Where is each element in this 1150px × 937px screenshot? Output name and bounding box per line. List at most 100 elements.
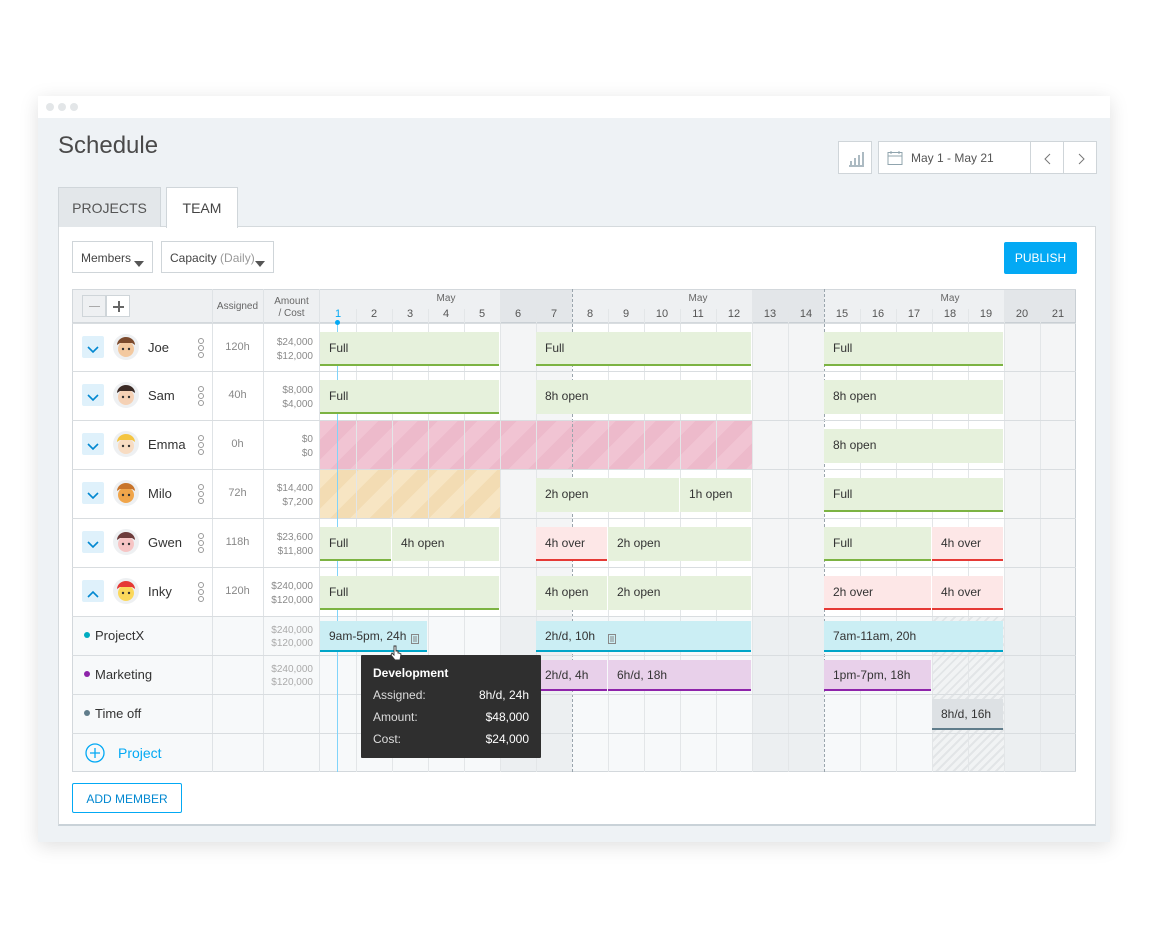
chevron-glyph (87, 346, 99, 354)
allocation-bar[interactable]: 2h open (608, 576, 751, 610)
bar-label: Full (833, 536, 853, 550)
kebab-dot (198, 449, 204, 455)
allocation-bar[interactable]: 7am-11am, 20h (824, 621, 1003, 652)
kebab-dot (198, 540, 204, 546)
allocation-bar[interactable]: 6h/d, 18h (608, 660, 751, 691)
column-header: / Cost (278, 308, 305, 319)
chart-button[interactable] (838, 141, 872, 174)
allocation-bar[interactable]: 9am-5pm, 24h (320, 621, 427, 652)
day-label: 16 (871, 308, 885, 320)
allocation-bar[interactable]: 2h/d, 4h (536, 660, 607, 691)
day-label: 12 (727, 308, 741, 320)
allocation-bar[interactable]: 8h open (824, 380, 1003, 414)
kebab-dot (198, 547, 204, 553)
day-line (752, 309, 753, 772)
tab[interactable]: PROJECTS (58, 187, 161, 227)
kebab-dot (198, 589, 204, 595)
project-name[interactable]: ProjectX (95, 628, 145, 643)
amount: $240,000 (271, 625, 313, 636)
kebab-dot (198, 498, 204, 504)
avatar (112, 479, 140, 512)
cost: $120,000 (271, 595, 313, 606)
next-button[interactable] (1063, 141, 1097, 174)
allocation-bar[interactable]: 2h over (824, 576, 931, 610)
expand-toggle[interactable] (82, 384, 104, 406)
avatar (112, 430, 140, 463)
member-name[interactable]: Gwen (148, 535, 182, 550)
prev-button[interactable] (1030, 141, 1064, 174)
member-name[interactable]: Joe (148, 340, 169, 355)
expand-toggle[interactable] (82, 531, 104, 553)
allocation-bar[interactable]: 2h open (608, 527, 751, 561)
allocation-bar[interactable]: 2h open (536, 478, 679, 512)
capacity-dropdown[interactable]: Capacity (Daily) (161, 241, 274, 273)
kebab-dot (198, 491, 204, 497)
date-range[interactable]: May 1 - May 21 (878, 141, 1031, 174)
member-name[interactable]: Emma (148, 437, 186, 452)
bar-label: 2h open (545, 487, 589, 501)
allocation-bar[interactable]: Full (320, 527, 391, 561)
assigned-hours: 120h (225, 585, 250, 597)
bar-label: 8h/d, 16h (941, 706, 992, 721)
date-range-text: May 1 - May 21 (911, 151, 994, 165)
allocation-bar[interactable]: Full (824, 478, 1003, 512)
member-name[interactable]: Milo (148, 486, 172, 501)
avatar-glyph (113, 480, 139, 506)
kebab-dot (198, 596, 204, 602)
allocation-bar[interactable]: 4h over (932, 576, 1003, 610)
allocation-bar[interactable]: 1pm-7pm, 18h (824, 660, 931, 691)
allocation-bar[interactable]: 4h open (392, 527, 499, 561)
tab-label: PROJECTS (72, 200, 147, 216)
allocation-bar[interactable]: 1h open (680, 478, 751, 512)
project-name[interactable]: Time off (95, 706, 142, 721)
tooltip-value: $48,000 (485, 710, 529, 724)
allocation-bar[interactable]: Full (824, 332, 1003, 366)
allocation-bar[interactable]: Full (824, 527, 931, 561)
allocation-bar[interactable]: 2h/d, 10h (536, 621, 751, 652)
caret-icon (134, 254, 144, 272)
title-bar (38, 96, 1110, 118)
member-name[interactable]: Sam (148, 388, 175, 403)
allocation-bar[interactable]: 4h over (932, 527, 1003, 561)
members-dropdown[interactable]: Members (72, 241, 153, 273)
prev-icon (1042, 152, 1054, 170)
publish-button[interactable]: PUBLISH (1004, 242, 1077, 274)
expand-all[interactable] (106, 295, 130, 317)
chevron (87, 390, 99, 408)
member-name[interactable]: Inky (148, 584, 172, 599)
expand-toggle[interactable] (82, 580, 104, 602)
allocation-bar[interactable]: Full (320, 332, 499, 366)
bar-label: Full (833, 341, 853, 355)
bar-label: 2h over (833, 585, 874, 599)
bar-label: 2h/d, 4h (545, 667, 589, 682)
expand-toggle[interactable] (82, 482, 104, 504)
weekend-column (788, 290, 824, 771)
allocation-bar[interactable]: 4h open (536, 576, 607, 610)
day-line (1004, 309, 1005, 772)
today-dot (335, 320, 340, 325)
column-line (263, 289, 264, 772)
avatar-glyph (113, 334, 139, 360)
cost: $7,200 (282, 497, 313, 508)
allocation-bar[interactable]: Full (320, 380, 499, 414)
allocation-bar[interactable]: 8h open (824, 429, 1003, 463)
allocation-bar[interactable]: 8h open (536, 380, 751, 414)
project-name[interactable]: Marketing (95, 667, 153, 682)
avatar-glyph (113, 382, 139, 408)
expand-toggle[interactable] (82, 336, 104, 358)
collapse-all[interactable] (82, 295, 106, 317)
allocation-bar[interactable]: 4h over (536, 527, 607, 561)
allocation-bar[interactable]: 8h/d, 16h (932, 699, 1003, 730)
row-line (72, 371, 1076, 372)
add-member-button[interactable]: ADD MEMBER (72, 783, 182, 813)
bar-label: Full (329, 389, 349, 403)
project-dot (84, 671, 90, 677)
tab-active[interactable]: TEAM (166, 187, 238, 228)
day-line (788, 309, 789, 772)
day-label: 8 (586, 308, 594, 320)
add-project[interactable]: Project (118, 745, 162, 761)
day-label: 3 (406, 308, 414, 320)
expand-toggle[interactable] (82, 433, 104, 455)
allocation-bar[interactable]: Full (320, 576, 499, 610)
allocation-bar[interactable]: Full (536, 332, 751, 366)
